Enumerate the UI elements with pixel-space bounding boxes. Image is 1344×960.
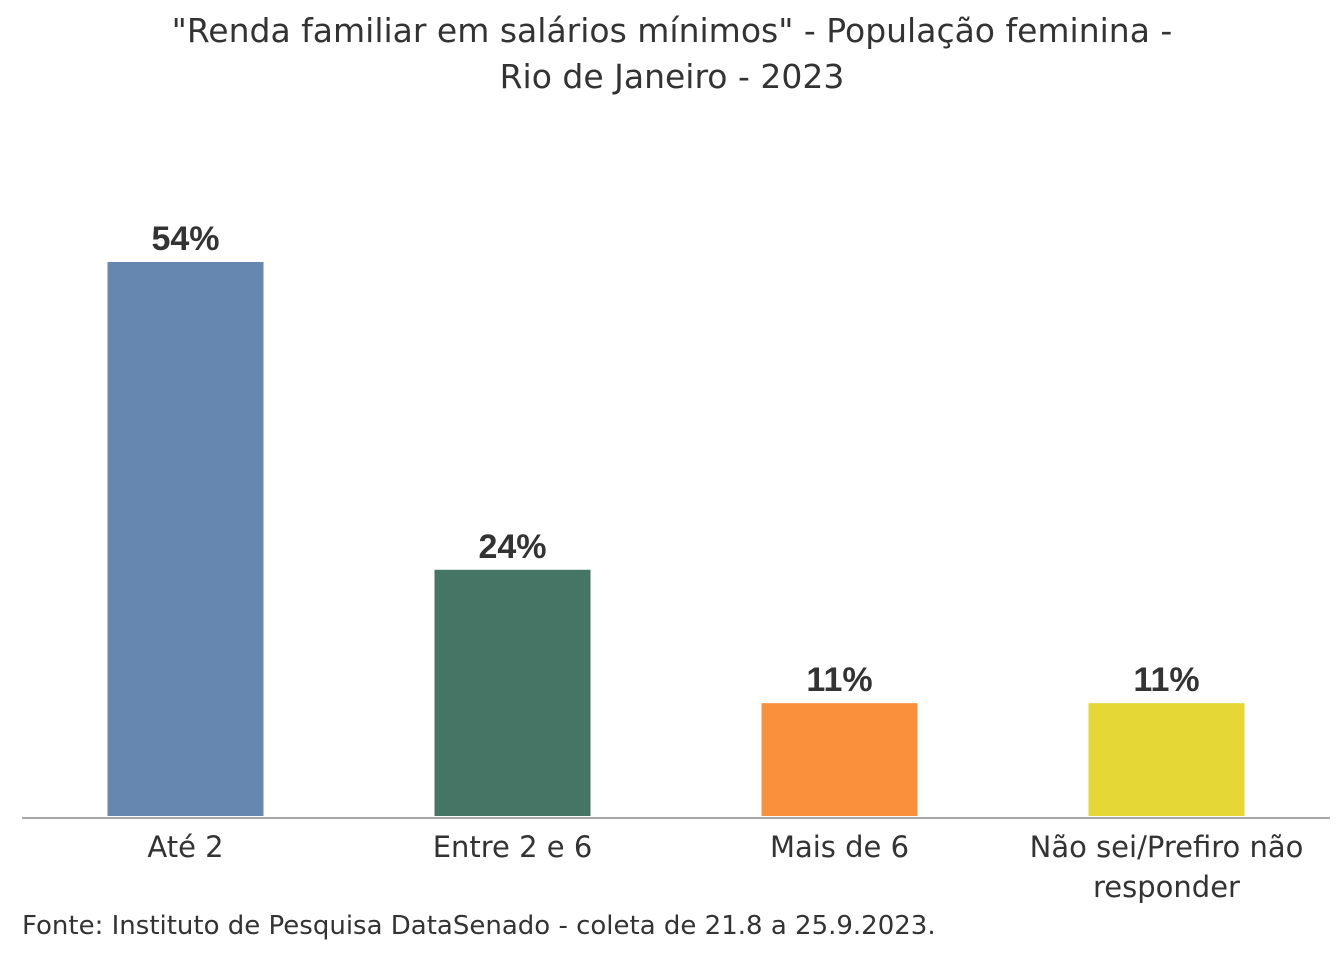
bar-1: [107, 262, 264, 816]
bar-value-label-2: 24%: [478, 528, 546, 566]
bar-4: [1088, 703, 1245, 816]
bars-layer: [107, 262, 1245, 816]
category-label-1-line-1: Até 2: [147, 830, 223, 864]
chart-title-line-1: "Renda familiar em salários mínimos" - P…: [171, 11, 1173, 50]
bar-3: [761, 703, 918, 816]
bar-value-label-1: 54%: [151, 220, 219, 258]
bar-value-label-4: 11%: [1133, 661, 1199, 699]
bar-2: [434, 569, 591, 816]
chart-title-line-2: Rio de Janeiro - 2023: [499, 57, 845, 96]
category-label-2-line-1: Entre 2 e 6: [433, 830, 593, 864]
chart-title: "Renda familiar em salários mínimos" - P…: [0, 8, 1344, 100]
value-labels-layer: 54% 24% 11% 11%: [151, 220, 1199, 699]
bar-value-label-3: 11%: [806, 661, 872, 699]
category-labels-layer: Até 2 Entre 2 e 6 Mais de 6 Não sei/Prefiro…: [147, 830, 1303, 904]
category-label-4-line-2: responder: [1093, 870, 1240, 904]
category-label-4-line-1: Não sei/Prefiro não: [1030, 830, 1304, 864]
source-note: Fonte: Instituto de Pesquisa DataSenado …: [22, 911, 936, 941]
category-label-3-line-1: Mais de 6: [770, 830, 909, 864]
